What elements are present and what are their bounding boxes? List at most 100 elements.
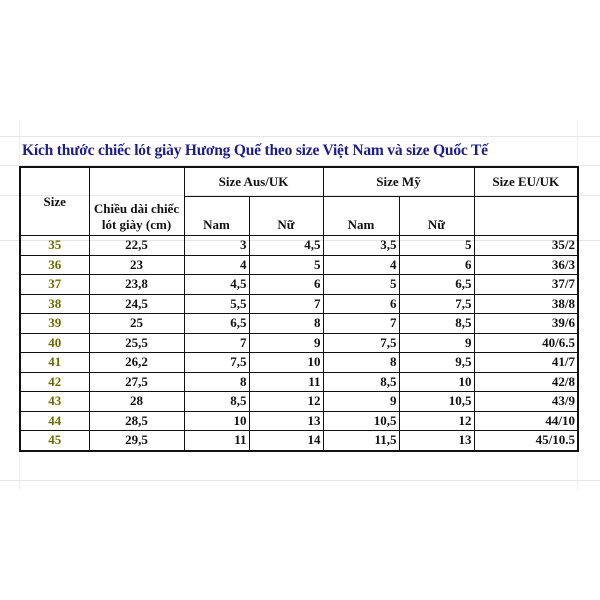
cell-length: 22,5	[88, 235, 185, 256]
cell-aus-female: 5	[248, 254, 324, 275]
cell-eu-uk: 37/7	[473, 274, 579, 295]
cell-us-female: 13	[398, 430, 475, 451]
table-row: 42 27,5 8 11 8,5 10 42/8	[19, 371, 579, 392]
cell-eu-uk: 44/10	[473, 410, 579, 431]
cell-length: 28	[88, 391, 185, 412]
table-row: 44 28,5 10 13 10,5 12 44/10	[19, 410, 579, 431]
cell-aus-male: 4,5	[183, 274, 250, 295]
table-body: 35 22,5 3 4,5 3,5 5 35/2 36 23 4 5 4 6 36/3 37 23,8 4,5 6…	[19, 235, 579, 451]
header-us: Size Mỹ	[322, 166, 475, 197]
cell-us-male: 5	[322, 274, 400, 295]
cell-aus-male: 3	[183, 235, 250, 256]
table-title: Kích thước chiếc lót giày Hương Quế theo…	[22, 142, 488, 159]
cell-us-male: 8,5	[322, 371, 400, 392]
cell-eu-uk: 36/3	[473, 254, 579, 275]
cell-aus-male: 7	[183, 332, 250, 353]
cell-size: 38	[19, 293, 90, 314]
size-table: Size Chiều dài chiếc lót giày (cm) Size …	[19, 166, 579, 452]
header-aus-uk: Size Aus/UK	[183, 166, 324, 197]
cell-size: 37	[19, 274, 90, 295]
cell-us-male: 6	[322, 293, 400, 314]
gridline	[0, 480, 600, 481]
table-row: 39 25 6,5 8 7 8,5 39/6	[19, 313, 579, 334]
cell-size: 43	[19, 391, 90, 412]
cell-aus-male: 5,5	[183, 293, 250, 314]
cell-us-female: 9,5	[398, 352, 475, 373]
cell-eu-uk: 45/10.5	[473, 430, 579, 451]
cell-us-female: 7,5	[398, 293, 475, 314]
cell-eu-uk: 41/7	[473, 352, 579, 373]
cell-size: 39	[19, 313, 90, 334]
header-aus-male: Nam	[183, 196, 250, 236]
cell-length: 23,8	[88, 274, 185, 295]
gridline	[0, 136, 600, 137]
table-row: 35 22,5 3 4,5 3,5 5 35/2	[19, 235, 579, 256]
cell-length: 25,5	[88, 332, 185, 353]
table-row: 43 28 8,5 12 9 10,5 43/9	[19, 391, 579, 412]
cell-us-male: 9	[322, 391, 400, 412]
cell-us-male: 11,5	[322, 430, 400, 451]
table-row: 38 24,5 5,5 7 6 7,5 38/8	[19, 293, 579, 314]
cell-us-female: 9	[398, 332, 475, 353]
table-row: 40 25,5 7 9 7,5 9 40/6.5	[19, 332, 579, 353]
cell-size: 42	[19, 371, 90, 392]
header-eu-blank	[473, 196, 579, 236]
cell-aus-female: 6	[248, 274, 324, 295]
cell-aus-female: 9	[248, 332, 324, 353]
cell-eu-uk: 35/2	[473, 235, 579, 256]
cell-us-male: 10,5	[322, 410, 400, 431]
cell-aus-male: 8	[183, 371, 250, 392]
cell-us-female: 12	[398, 410, 475, 431]
cell-us-female: 6,5	[398, 274, 475, 295]
cell-size: 44	[19, 410, 90, 431]
cell-eu-uk: 40/6.5	[473, 332, 579, 353]
cell-length: 24,5	[88, 293, 185, 314]
cell-us-male: 8	[322, 352, 400, 373]
table-row: 37 23,8 4,5 6 5 6,5 37/7	[19, 274, 579, 295]
cell-us-male: 7,5	[322, 332, 400, 353]
cell-aus-female: 11	[248, 371, 324, 392]
cell-length: 27,5	[88, 371, 185, 392]
cell-aus-male: 6,5	[183, 313, 250, 334]
cell-us-female: 5	[398, 235, 475, 256]
cell-aus-female: 14	[248, 430, 324, 451]
cell-aus-female: 4,5	[248, 235, 324, 256]
cell-size: 40	[19, 332, 90, 353]
cell-us-female: 6	[398, 254, 475, 275]
cell-us-male: 4	[322, 254, 400, 275]
table-row: 36 23 4 5 4 6 36/3	[19, 254, 579, 275]
header-us-female: Nữ	[398, 196, 475, 236]
cell-size: 45	[19, 430, 90, 451]
cell-aus-female: 8	[248, 313, 324, 334]
cell-aus-female: 12	[248, 391, 324, 412]
cell-length: 29,5	[88, 430, 185, 451]
cell-eu-uk: 39/6	[473, 313, 579, 334]
cell-us-female: 10,5	[398, 391, 475, 412]
cell-aus-female: 13	[248, 410, 324, 431]
cell-aus-male: 10	[183, 410, 250, 431]
cell-eu-uk: 43/9	[473, 391, 579, 412]
cell-us-male: 3,5	[322, 235, 400, 256]
table-row: 41 26,2 7,5 10 8 9,5 41/7	[19, 352, 579, 373]
header-length: Chiều dài chiếc lót giày (cm)	[88, 166, 185, 236]
header-size: Size	[19, 166, 90, 236]
cell-aus-female: 10	[248, 352, 324, 373]
cell-aus-male: 8,5	[183, 391, 250, 412]
cell-length: 26,2	[88, 352, 185, 373]
gridline	[0, 165, 600, 166]
cell-us-female: 10	[398, 371, 475, 392]
cell-length: 28,5	[88, 410, 185, 431]
header-eu-uk: Size EU/UK	[473, 166, 579, 197]
cell-us-male: 7	[322, 313, 400, 334]
cell-us-female: 8,5	[398, 313, 475, 334]
cell-eu-uk: 38/8	[473, 293, 579, 314]
cell-size: 35	[19, 235, 90, 256]
table-row: 45 29,5 11 14 11,5 13 45/10.5	[19, 430, 579, 451]
cell-aus-male: 4	[183, 254, 250, 275]
cell-aus-male: 7,5	[183, 352, 250, 373]
header-us-male: Nam	[322, 196, 400, 236]
cell-eu-uk: 42/8	[473, 371, 579, 392]
cell-size: 41	[19, 352, 90, 373]
cell-size: 36	[19, 254, 90, 275]
